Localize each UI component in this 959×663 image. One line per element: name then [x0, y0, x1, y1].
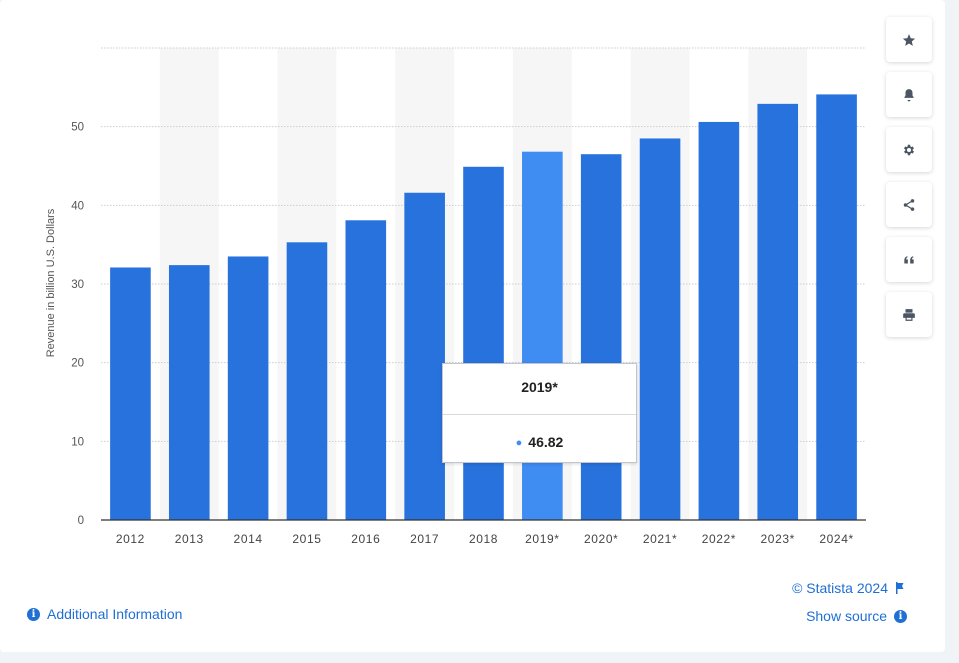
- toolbar: [886, 17, 932, 347]
- y-tick-label: 40: [71, 200, 84, 212]
- x-tick-label: 2019*: [525, 532, 559, 546]
- statista-credit[interactable]: © Statista 2024: [792, 580, 905, 596]
- settings-button[interactable]: [886, 127, 932, 172]
- cite-button[interactable]: [886, 237, 932, 282]
- bar-2020-projected[interactable]: [580, 154, 622, 520]
- bar-2018[interactable]: [463, 166, 504, 520]
- quote-icon: [904, 255, 914, 263]
- bar-2012[interactable]: [110, 267, 151, 520]
- x-tick-label: 2024*: [819, 532, 853, 546]
- y-tick-label: 10: [71, 436, 84, 448]
- bar-2016[interactable]: [345, 220, 387, 520]
- tooltip-value-row: ● 46.82: [443, 415, 636, 462]
- y-axis-label: Revenue in billion U.S. Dollars: [45, 208, 57, 357]
- x-tick-label: 2020*: [584, 532, 618, 546]
- bar-chart: 2012 2013 2014 2015 2016 2017 2018 2019* 2020* 20…: [45, 47, 866, 546]
- tooltip-value: 46.82: [528, 434, 564, 450]
- x-tick-label: 2022*: [702, 532, 736, 546]
- bar-2021-projected[interactable]: [639, 138, 681, 520]
- bar-2014[interactable]: [227, 256, 269, 520]
- x-tick-label: 2021*: [643, 532, 677, 546]
- gear-icon: [903, 144, 915, 155]
- y-tick-labels: 0 10 20 30 40 50: [71, 122, 84, 527]
- y-tick-label: 20: [71, 358, 84, 370]
- bar-2017[interactable]: [404, 192, 445, 520]
- y-tick-label: 30: [71, 279, 84, 291]
- x-tick-labels: 2012 2013 2014 2015 2016 2017 2018 2019* 2020* 20…: [116, 532, 853, 546]
- show-source-label: Show source: [806, 608, 887, 624]
- y-tick-label: 0: [78, 515, 84, 527]
- print-button[interactable]: [886, 292, 932, 337]
- bar-2024-projected[interactable]: [816, 94, 857, 520]
- info-icon: i: [27, 607, 40, 621]
- info-icon: i: [894, 609, 907, 623]
- x-tick-label: 2016: [351, 532, 380, 546]
- bell-icon: [904, 88, 914, 101]
- credit-label: © Statista 2024: [792, 580, 888, 596]
- bar-2022-projected[interactable]: [698, 121, 740, 521]
- share-icon: [903, 198, 915, 211]
- tooltip: 2019* ● 46.82: [442, 363, 637, 463]
- x-tick-label: 2014: [234, 532, 263, 546]
- share-button[interactable]: [886, 182, 932, 227]
- bar-2023-projected[interactable]: [757, 103, 799, 520]
- x-tick-label: 2013: [175, 532, 204, 546]
- print-icon: [903, 308, 915, 321]
- show-source-link[interactable]: Show source i: [806, 608, 907, 624]
- y-tick-label: 50: [71, 122, 84, 134]
- tooltip-title: 2019*: [443, 364, 636, 415]
- bar-2019-projected[interactable]: [522, 151, 563, 520]
- flag-icon: [896, 582, 904, 594]
- star-icon: [902, 33, 916, 46]
- x-tick-label: 2018: [469, 532, 498, 546]
- bar-2015[interactable]: [286, 242, 328, 520]
- x-tick-label: 2017: [410, 532, 439, 546]
- additional-info-label: Additional Information: [47, 606, 183, 622]
- notification-button[interactable]: [886, 72, 932, 117]
- x-tick-label: 2023*: [761, 532, 795, 546]
- favorite-button[interactable]: [886, 17, 932, 62]
- chart-card: 2012 2013 2014 2015 2016 2017 2018 2019* 2020* 20…: [0, 0, 945, 652]
- x-tick-label: 2015: [292, 532, 321, 546]
- x-tick-label: 2012: [116, 532, 145, 546]
- bar-2013[interactable]: [168, 265, 210, 520]
- additional-info-link[interactable]: i Additional Information: [27, 606, 182, 622]
- series-dot-icon: ●: [515, 437, 523, 449]
